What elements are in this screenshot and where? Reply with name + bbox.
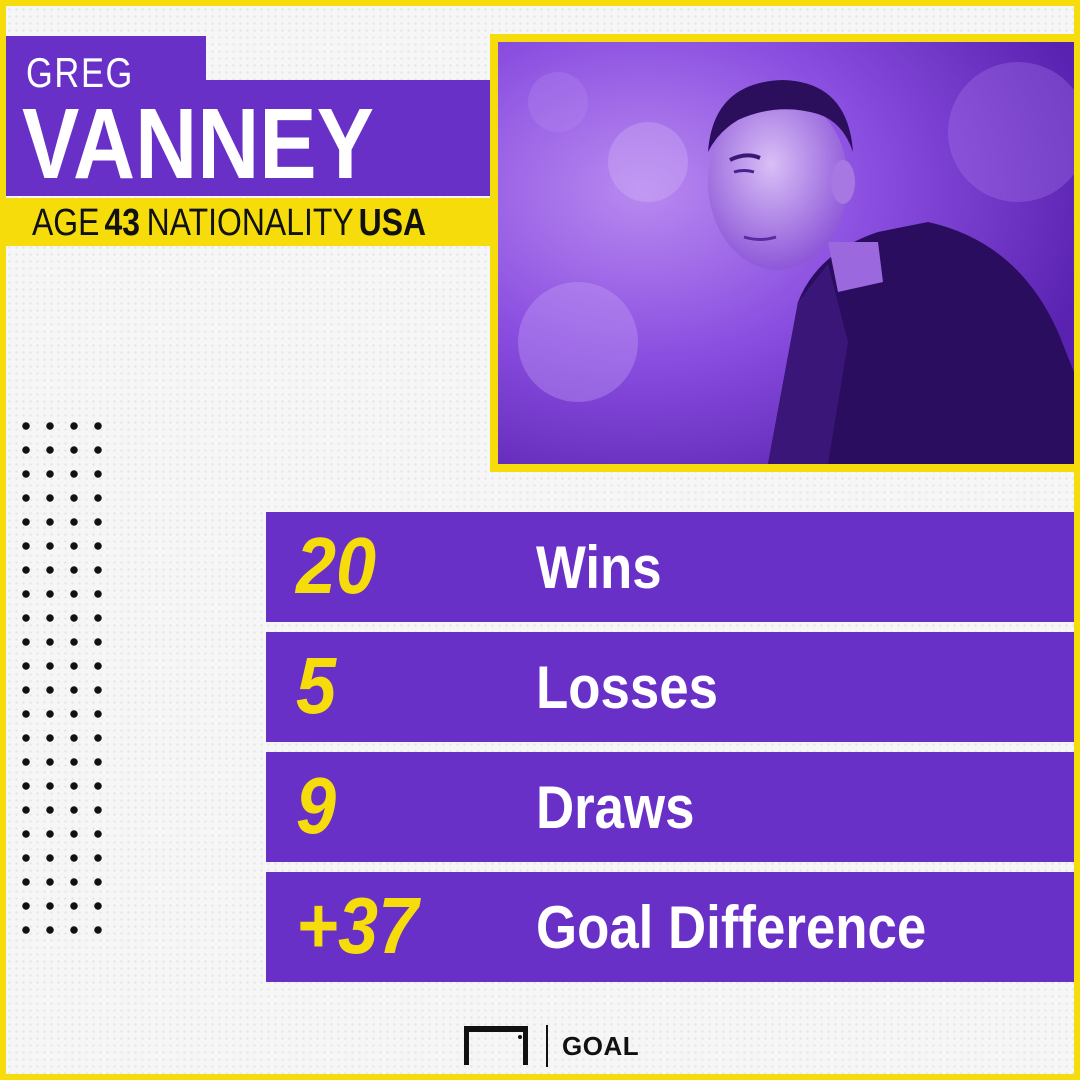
stat-row-losses: 5 Losses: [266, 632, 1074, 742]
stat-label: Losses: [536, 654, 718, 721]
dot-pattern: [14, 414, 114, 944]
stats-list: 20 Wins 5 Losses 9 Draws +37 Goal Differ…: [266, 512, 1074, 992]
first-name: GREG: [26, 49, 134, 96]
nationality-value: USA: [358, 202, 427, 244]
stat-value: 9: [296, 761, 337, 850]
goal-frame-icon: [464, 1026, 528, 1065]
goal-logo: GOAL: [464, 1024, 639, 1068]
coach-photo: [490, 34, 1074, 472]
stat-value: 5: [296, 641, 337, 730]
info-line: AGE 43 NATIONALITY USA: [32, 204, 433, 242]
stat-row-draws: 9 Draws: [266, 752, 1074, 862]
logo-text: GOAL: [562, 1030, 640, 1061]
stat-label: Wins: [536, 534, 662, 601]
age-value: 43: [104, 202, 140, 244]
last-name: VANNEY: [22, 88, 375, 200]
stat-label: Goal Difference: [536, 894, 927, 961]
nationality-label: NATIONALITY: [146, 202, 354, 244]
stat-row-goal-difference: +37 Goal Difference: [266, 872, 1074, 982]
stat-row-wins: 20 Wins: [266, 512, 1074, 622]
stat-value: 20: [296, 521, 377, 610]
first-name-tab: [6, 36, 206, 88]
stat-value: +37: [296, 881, 419, 970]
coach-photo-image: [498, 42, 1074, 464]
stat-label: Draws: [536, 774, 695, 841]
age-label: AGE: [32, 202, 100, 244]
logo-divider: [546, 1025, 548, 1067]
